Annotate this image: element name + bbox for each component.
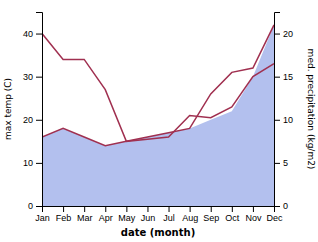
chart: JanFebMarAprMayJunJulAugSepOctNovDec0102… (0, 0, 318, 242)
y2-axis-tick-label: 15 (283, 72, 293, 82)
y-axis-tick-mark (36, 206, 42, 207)
y-axis-tick-mark (36, 77, 42, 78)
x-tick-mark (126, 206, 127, 212)
x-tick-mark (232, 206, 233, 212)
y2-axis-line (275, 13, 281, 207)
x-tick: Dec (266, 206, 283, 223)
y2-axis-tick: 20 (274, 29, 293, 39)
x-tick-label: Feb (56, 213, 72, 223)
y-axis-tick-label: 40 (23, 29, 33, 39)
x-tick-label: Aug (182, 213, 198, 223)
x-tick-label: Sep (203, 213, 219, 223)
y2-axis-tick-label: 20 (283, 29, 293, 39)
x-tick: Mar (77, 206, 93, 223)
x-tick: Apr (99, 206, 113, 223)
y2-axis-tick-label: 0 (283, 201, 288, 211)
y2-axis-tick: 0 (274, 201, 288, 211)
x-axis-title: date (month) (121, 227, 195, 238)
x-tick-label: Jan (35, 213, 50, 223)
y-axis-tick: 10 (23, 158, 42, 168)
x-tick-mark (84, 206, 85, 212)
x-tick-mark (253, 206, 254, 212)
y2-axis-tick: 5 (274, 158, 288, 168)
x-tick: Jan (35, 206, 50, 223)
y-axis-tick-label: 10 (23, 158, 33, 168)
x-tick-mark (105, 206, 106, 212)
marks (42, 25, 274, 206)
x-tick-label: Apr (99, 213, 113, 223)
x-tick: Jul (163, 206, 175, 223)
y2-axis-tick-mark (274, 120, 280, 121)
x-tick: May (118, 206, 136, 223)
x-tick-label: Jul (163, 213, 175, 223)
x-tick-mark (211, 206, 212, 212)
line (42, 25, 274, 146)
y2-axis-tick-mark (274, 77, 280, 78)
y2-axis-tick: 10 (274, 115, 293, 125)
area (42, 25, 274, 206)
y-axis-tick-mark (36, 120, 42, 121)
x-tick-label: Oct (225, 213, 240, 223)
line (42, 34, 274, 142)
y2-axis: 0 5 10 15 20 (274, 13, 293, 212)
x-axis: Jan Feb Mar Apr May Jun Jul Aug Sep Oct Nov Dec (35, 206, 283, 223)
x-tick-mark (190, 206, 191, 212)
y-axis-title: max temp (C) (3, 78, 13, 140)
y-axis-tick: 0 (28, 201, 42, 211)
x-tick-mark (147, 206, 148, 212)
x-tick: Sep (203, 206, 219, 223)
y2-axis-tick: 15 (274, 72, 293, 82)
y-axis-tick-mark (36, 34, 42, 35)
plot: JanFebMarAprMayJunJulAugSepOctNovDec0102… (23, 13, 293, 224)
y2-axis-tick-mark (274, 34, 280, 35)
y-axis-tick: 30 (23, 72, 42, 82)
y-axis: 0 10 20 30 40 (23, 13, 43, 212)
x-tick-label: Mar (77, 213, 93, 223)
x-tick: Feb (56, 206, 72, 223)
y2-axis-tick-mark (274, 163, 280, 164)
x-tick: Jun (141, 206, 156, 223)
x-tick-label: Dec (266, 213, 283, 223)
x-tick-label: Jun (141, 213, 156, 223)
x-tick: Oct (225, 206, 240, 223)
x-tick-label: Nov (245, 213, 262, 223)
y-axis-tick: 40 (23, 29, 42, 39)
x-tick-label: May (118, 213, 136, 223)
y2-axis-tick-label: 5 (283, 158, 288, 168)
y-axis-line (36, 13, 43, 207)
x-axis-line (43, 207, 275, 213)
y-axis-tick-label: 20 (23, 115, 33, 125)
y-axis-tick-label: 0 (28, 201, 33, 211)
y2-axis-title: med. precipitation (kg/m2) (306, 49, 316, 170)
y-axis-tick: 20 (23, 115, 42, 125)
x-tick: Nov (245, 206, 262, 223)
y2-axis-tick-mark (274, 206, 280, 207)
x-tick: Aug (182, 206, 198, 223)
y-axis-tick-label: 30 (23, 72, 33, 82)
y2-axis-tick-label: 10 (283, 115, 293, 125)
x-tick-mark (63, 206, 64, 212)
y-axis-tick-mark (36, 163, 42, 164)
x-tick-mark (169, 206, 170, 212)
